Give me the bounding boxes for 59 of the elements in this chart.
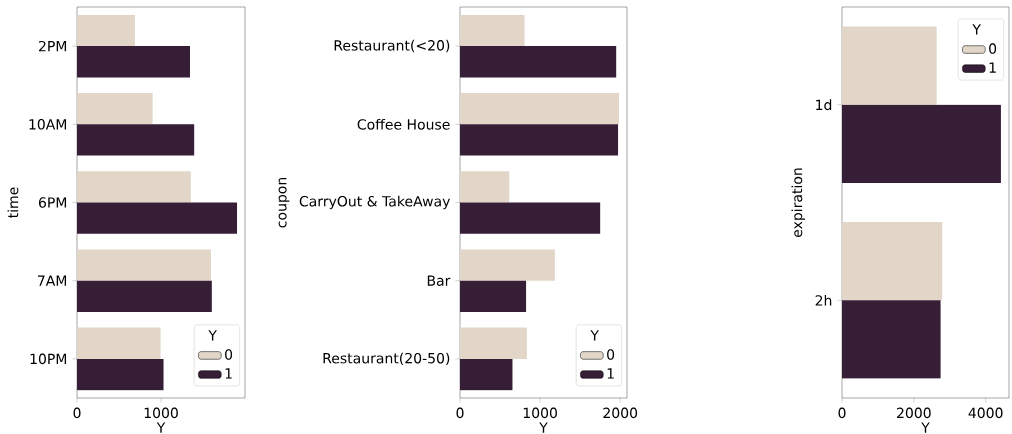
y-tick-label: 7AM (38, 275, 67, 286)
legend-label: 1 (225, 368, 232, 379)
y-tick-label: Coffee House (357, 118, 450, 130)
bar (460, 202, 601, 234)
x-tick-label: 1000 (144, 407, 178, 419)
bar (842, 300, 941, 379)
y-tick-label: 1d (816, 99, 832, 111)
legend-title: Y (972, 24, 981, 35)
bar (460, 358, 513, 391)
bar (460, 249, 555, 281)
bar (842, 26, 937, 105)
y-tick-label: 2h (815, 294, 832, 306)
bar (77, 249, 211, 281)
bar (460, 327, 527, 359)
y-tick-label: Restaurant(20-50) (323, 352, 450, 366)
legend-title: Y (208, 330, 217, 341)
bar (460, 124, 619, 156)
x-tick-label: 0 (73, 407, 81, 419)
x-tick-label: 2000 (897, 407, 931, 419)
bar (460, 280, 527, 312)
bar (77, 171, 191, 203)
y-axis-title: coupon (278, 177, 290, 228)
y-tick-label: Bar (427, 275, 451, 286)
x-tick-label: 0 (456, 407, 464, 419)
bar (77, 327, 161, 359)
bar (460, 14, 525, 47)
legend-label: 1 (989, 62, 996, 73)
legend-label: 0 (607, 349, 615, 360)
x-tick-label: 4000 (968, 407, 1003, 419)
bar (77, 93, 153, 125)
bar (460, 46, 617, 78)
y-tick-label: 6PM (38, 197, 67, 208)
bar (77, 46, 190, 78)
y-axis-title: expiration (791, 168, 806, 238)
y-axis-title: time (7, 187, 19, 218)
x-tick-label: 2000 (603, 407, 638, 419)
legend-label: 0 (989, 43, 997, 54)
x-tick-label: 0 (838, 407, 846, 419)
x-tick-label: 1000 (523, 407, 557, 419)
bar (842, 222, 943, 301)
y-tick-label: CarryOut & TakeAway (299, 195, 450, 210)
legend-label: 0 (225, 349, 233, 360)
x-axis-title: Y (921, 422, 930, 433)
bar (77, 358, 164, 391)
bar (77, 124, 195, 156)
y-tick-label: 10AM (29, 119, 67, 130)
bar (77, 14, 135, 47)
y-tick-label: Restaurant(<20) (334, 39, 450, 53)
y-tick-label: 10PM (30, 353, 67, 365)
x-axis-title: Y (156, 422, 166, 433)
legend-label: 1 (607, 368, 614, 379)
y-tick-label: 2PM (39, 40, 67, 52)
bar (842, 104, 1001, 183)
bar (77, 280, 212, 312)
bar (77, 202, 238, 234)
x-axis-title: Y (539, 422, 548, 433)
bar (460, 171, 510, 203)
legend-title: Y (590, 330, 599, 341)
bar (460, 93, 619, 125)
